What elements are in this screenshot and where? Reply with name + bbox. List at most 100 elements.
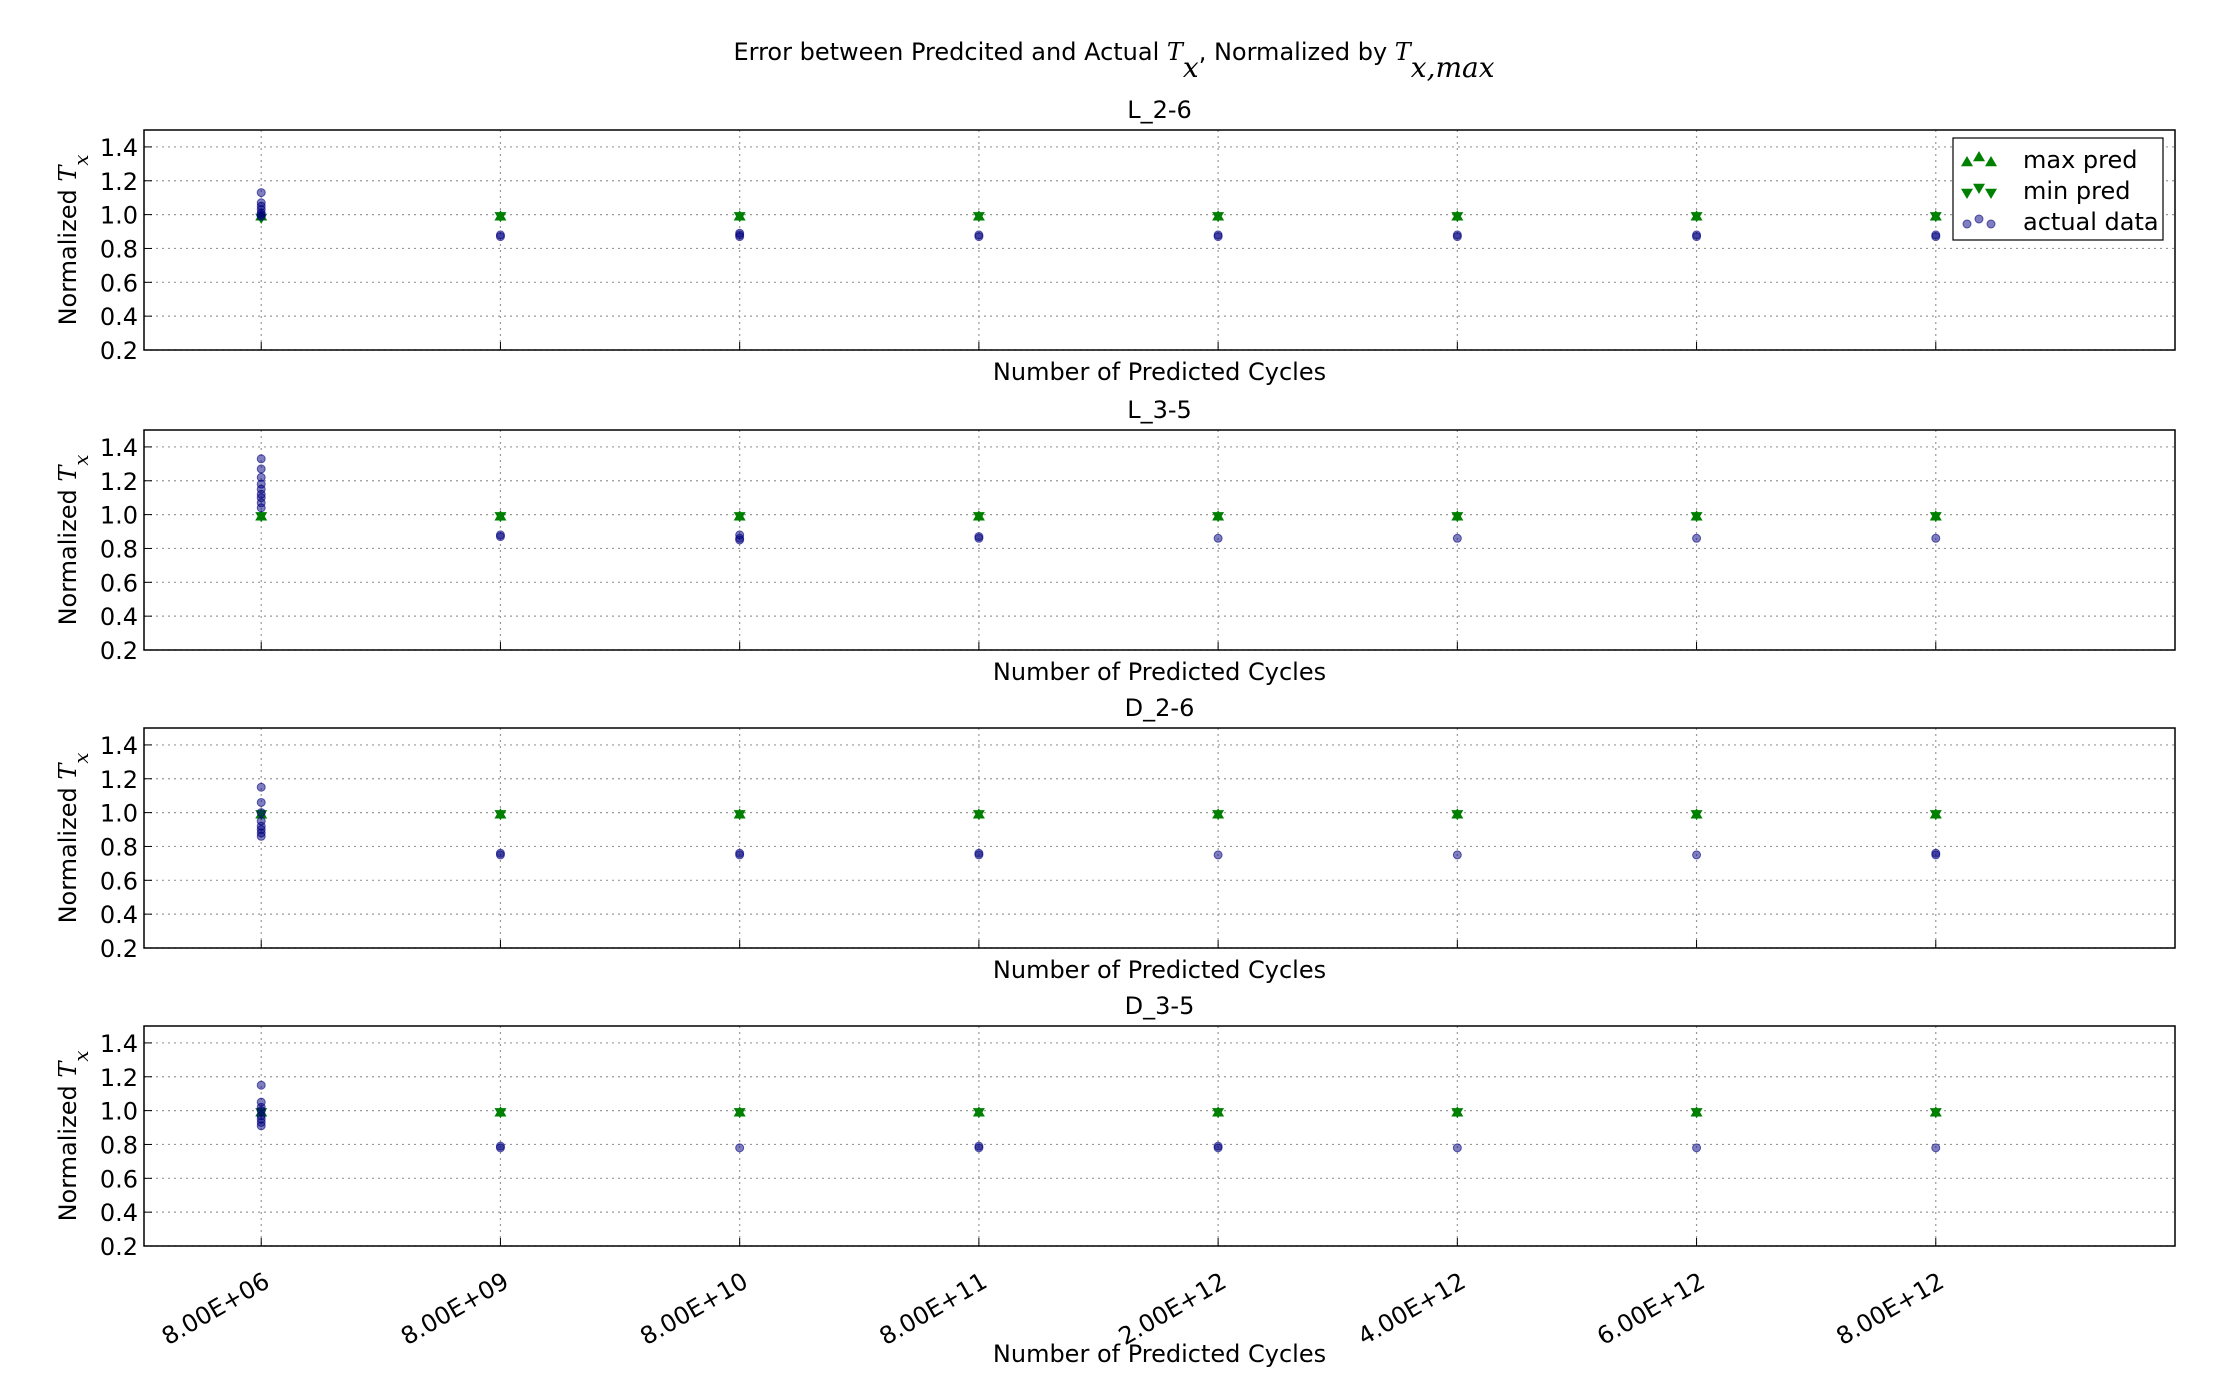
y-axis-label: Normalized Tx <box>54 455 93 626</box>
x-tick-label: 8.00E+12 <box>1832 1267 1949 1351</box>
y-axis-label: Normalized Tx <box>54 753 93 924</box>
math-part: T <box>54 464 82 482</box>
y-tick-label: 1.4 <box>100 732 138 760</box>
data-point <box>972 810 985 821</box>
data-point <box>1929 512 1942 523</box>
data-point <box>1929 1108 1942 1119</box>
y-tick-label: 0.2 <box>100 1233 138 1261</box>
text-part: Normalized <box>54 780 82 924</box>
legend: max pred min pred actual data <box>1952 137 2164 241</box>
legend-marker <box>1961 156 1973 167</box>
y-tick-label: 1.4 <box>100 134 138 162</box>
data-point <box>256 1080 266 1090</box>
legend-marker <box>1974 214 1984 224</box>
data-point <box>1692 232 1702 242</box>
math-part: x <box>70 155 93 166</box>
y-tick-label: 0.8 <box>100 535 138 563</box>
data-point <box>256 808 266 818</box>
text-part: Normalized <box>54 482 82 626</box>
y-tick-label: 0.8 <box>100 1131 138 1159</box>
y-tick-label: 0.2 <box>100 935 138 963</box>
text-part: Normalized <box>54 1078 82 1222</box>
math-part: x,max <box>1411 51 1495 84</box>
x-tick-label: 2.00E+12 <box>1114 1267 1231 1351</box>
data-point <box>1213 232 1223 242</box>
data-point <box>733 212 746 223</box>
subplot-title: L_3-5 <box>1127 396 1192 424</box>
y-tick-label: 1.0 <box>100 800 138 828</box>
data-point <box>256 797 266 807</box>
data-point <box>735 850 745 860</box>
data-point <box>256 503 266 513</box>
data-point <box>1212 810 1225 821</box>
data-point <box>733 1108 746 1119</box>
x-axis-label: Number of Predicted Cycles <box>993 1340 1326 1368</box>
math-part: T <box>54 762 82 780</box>
data-point <box>1690 1108 1703 1119</box>
math-part: T <box>1395 38 1413 66</box>
math-part: x <box>70 455 93 466</box>
data-point <box>735 1143 745 1153</box>
y-tick-label: 1.2 <box>100 168 138 196</box>
y-tick-label: 0.6 <box>100 867 138 895</box>
data-point <box>972 1108 985 1119</box>
math-part: T <box>54 1060 82 1078</box>
y-tick-label: 1.2 <box>100 1064 138 1092</box>
data-point <box>972 212 985 223</box>
y-tick-label: 0.4 <box>100 603 138 631</box>
x-tick-label: 8.00E+10 <box>635 1267 752 1351</box>
data-point <box>1452 1143 1462 1153</box>
data-point <box>495 232 505 242</box>
data-point <box>1692 1143 1702 1153</box>
y-tick-label: 1.4 <box>100 434 138 462</box>
legend-marker <box>1973 151 1985 162</box>
data-point <box>1690 810 1703 821</box>
data-point <box>733 512 746 523</box>
data-point <box>494 810 507 821</box>
y-axis-label: Normalized Tx <box>54 155 93 326</box>
data-point <box>256 211 266 221</box>
data-point <box>974 533 984 543</box>
data-point <box>1452 232 1462 242</box>
data-point <box>1212 512 1225 523</box>
legend-label: min pred <box>2023 177 2130 205</box>
legend-marker <box>1961 188 1973 199</box>
y-tick-label: 0.8 <box>100 833 138 861</box>
data-point <box>1692 850 1702 860</box>
data-point <box>974 232 984 242</box>
data-point <box>972 512 985 523</box>
x-tick-label: 8.00E+11 <box>875 1267 992 1351</box>
y-tick-label: 1.0 <box>100 1098 138 1126</box>
y-axis-label: Normalized Tx <box>54 1051 93 1222</box>
data-point <box>256 1121 266 1131</box>
data-point <box>974 1143 984 1153</box>
data-point <box>495 1143 505 1153</box>
text-part: Normalized <box>54 182 82 326</box>
data-point <box>1690 212 1703 223</box>
legend-marker <box>1973 183 1985 194</box>
subplot-title: D_2-6 <box>1125 694 1195 722</box>
y-tick-label: 0.4 <box>100 901 138 929</box>
data-point <box>1931 1143 1941 1153</box>
data-point <box>1931 850 1941 860</box>
data-point <box>1692 533 1702 543</box>
x-axis-label: Number of Predicted Cycles <box>993 358 1326 386</box>
data-point <box>256 188 266 198</box>
plot-frame <box>143 1025 2176 1247</box>
y-tick-label: 1.2 <box>100 766 138 794</box>
y-tick-label: 1.4 <box>100 1030 138 1058</box>
y-tick-label: 0.4 <box>100 303 138 331</box>
data-point <box>1931 232 1941 242</box>
y-tick-label: 0.4 <box>100 1199 138 1227</box>
math-part: T <box>1167 38 1185 66</box>
y-tick-label: 1.0 <box>100 202 138 230</box>
subplot-title: D_3-5 <box>1125 992 1195 1020</box>
data-point <box>1451 512 1464 523</box>
data-point <box>256 454 266 464</box>
plot-frame <box>143 129 2176 351</box>
data-point <box>974 850 984 860</box>
data-point <box>1213 1143 1223 1153</box>
subplot-title: L_2-6 <box>1127 96 1192 124</box>
data-point <box>494 1108 507 1119</box>
